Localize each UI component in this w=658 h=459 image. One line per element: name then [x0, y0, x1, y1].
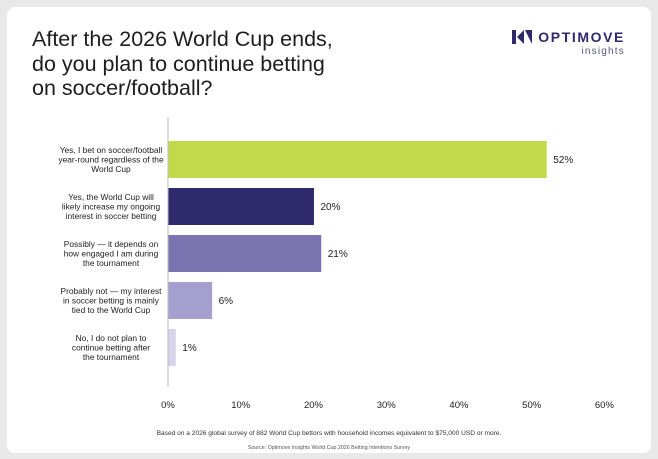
category-label-line: Yes, I bet on soccer/football	[60, 145, 163, 155]
footnote: Based on a 2026 global survey of 882 Wor…	[156, 430, 502, 437]
bar	[168, 329, 176, 366]
category-label-line: Probably not — my interest	[60, 286, 162, 296]
bar-value-label: 1%	[182, 343, 197, 354]
bar-chart: 52% Yes, I bet on soccer/football year-rou…	[58, 117, 615, 411]
category-label-line: in soccer betting is mainly	[63, 296, 160, 306]
x-tick-label: 40%	[449, 400, 469, 411]
category-label: No, I do not plan to continue betting aft…	[72, 333, 150, 362]
x-tick-label: 60%	[595, 400, 615, 411]
category-label-line: year-round regardless of the	[58, 155, 164, 165]
x-tick-label: 0%	[161, 400, 175, 411]
chart-title: After the 2026 World Cup ends, do you pl…	[32, 27, 452, 101]
category-label-line: World Cup	[91, 164, 131, 174]
category-label-line: tied to the World Cup	[72, 305, 151, 315]
bar	[168, 282, 213, 319]
x-tick-label: 20%	[304, 400, 324, 411]
title-line: do you plan to continue betting	[32, 51, 325, 76]
source-note: Source: Optimove Insights World Cup 2026…	[247, 445, 411, 451]
category-label: Yes, I bet on soccer/football year-round …	[58, 145, 164, 174]
x-tick-label: 10%	[231, 400, 251, 411]
category-label-line: the tournament	[83, 258, 140, 268]
bar-value-label: 20%	[320, 202, 340, 213]
title-line: After the 2026 World Cup ends,	[32, 27, 333, 51]
bar	[168, 141, 547, 178]
bar	[168, 235, 322, 272]
chart-card: After the 2026 World Cup ends, do you pl…	[7, 7, 651, 453]
brand-logo: OPTIMOVE insights	[512, 29, 625, 57]
x-tick-label: 50%	[522, 400, 542, 411]
bar	[168, 188, 314, 225]
category-label: Possibly — it depends on how engaged I am…	[64, 239, 159, 268]
bar-value-label: 21%	[328, 249, 348, 260]
optimove-logo-icon	[512, 30, 533, 44]
category-label-line: continue betting after	[72, 343, 150, 353]
category-label-line: Yes, the World Cup will	[68, 192, 154, 202]
x-tick-label: 30%	[377, 400, 397, 411]
brand-sub: insights	[581, 46, 625, 57]
category-label-line: the tournament	[83, 352, 140, 362]
brand-name: OPTIMOVE	[538, 29, 625, 45]
category-label-line: how engaged I am during	[64, 249, 159, 259]
title-line: on soccer/football?	[32, 76, 213, 100]
category-label: Probably not — my interest in soccer bett…	[60, 286, 162, 315]
category-label-line: likely increase my ongoing	[62, 202, 161, 212]
category-label-line: interest in soccer betting	[66, 211, 157, 221]
category-label: Yes, the World Cup will likely increase m…	[62, 192, 161, 221]
category-label-line: Possibly — it depends on	[64, 239, 159, 249]
category-label-line: No, I do not plan to	[76, 333, 147, 343]
bar-value-label: 52%	[553, 155, 573, 166]
bar-value-label: 6%	[219, 296, 234, 307]
